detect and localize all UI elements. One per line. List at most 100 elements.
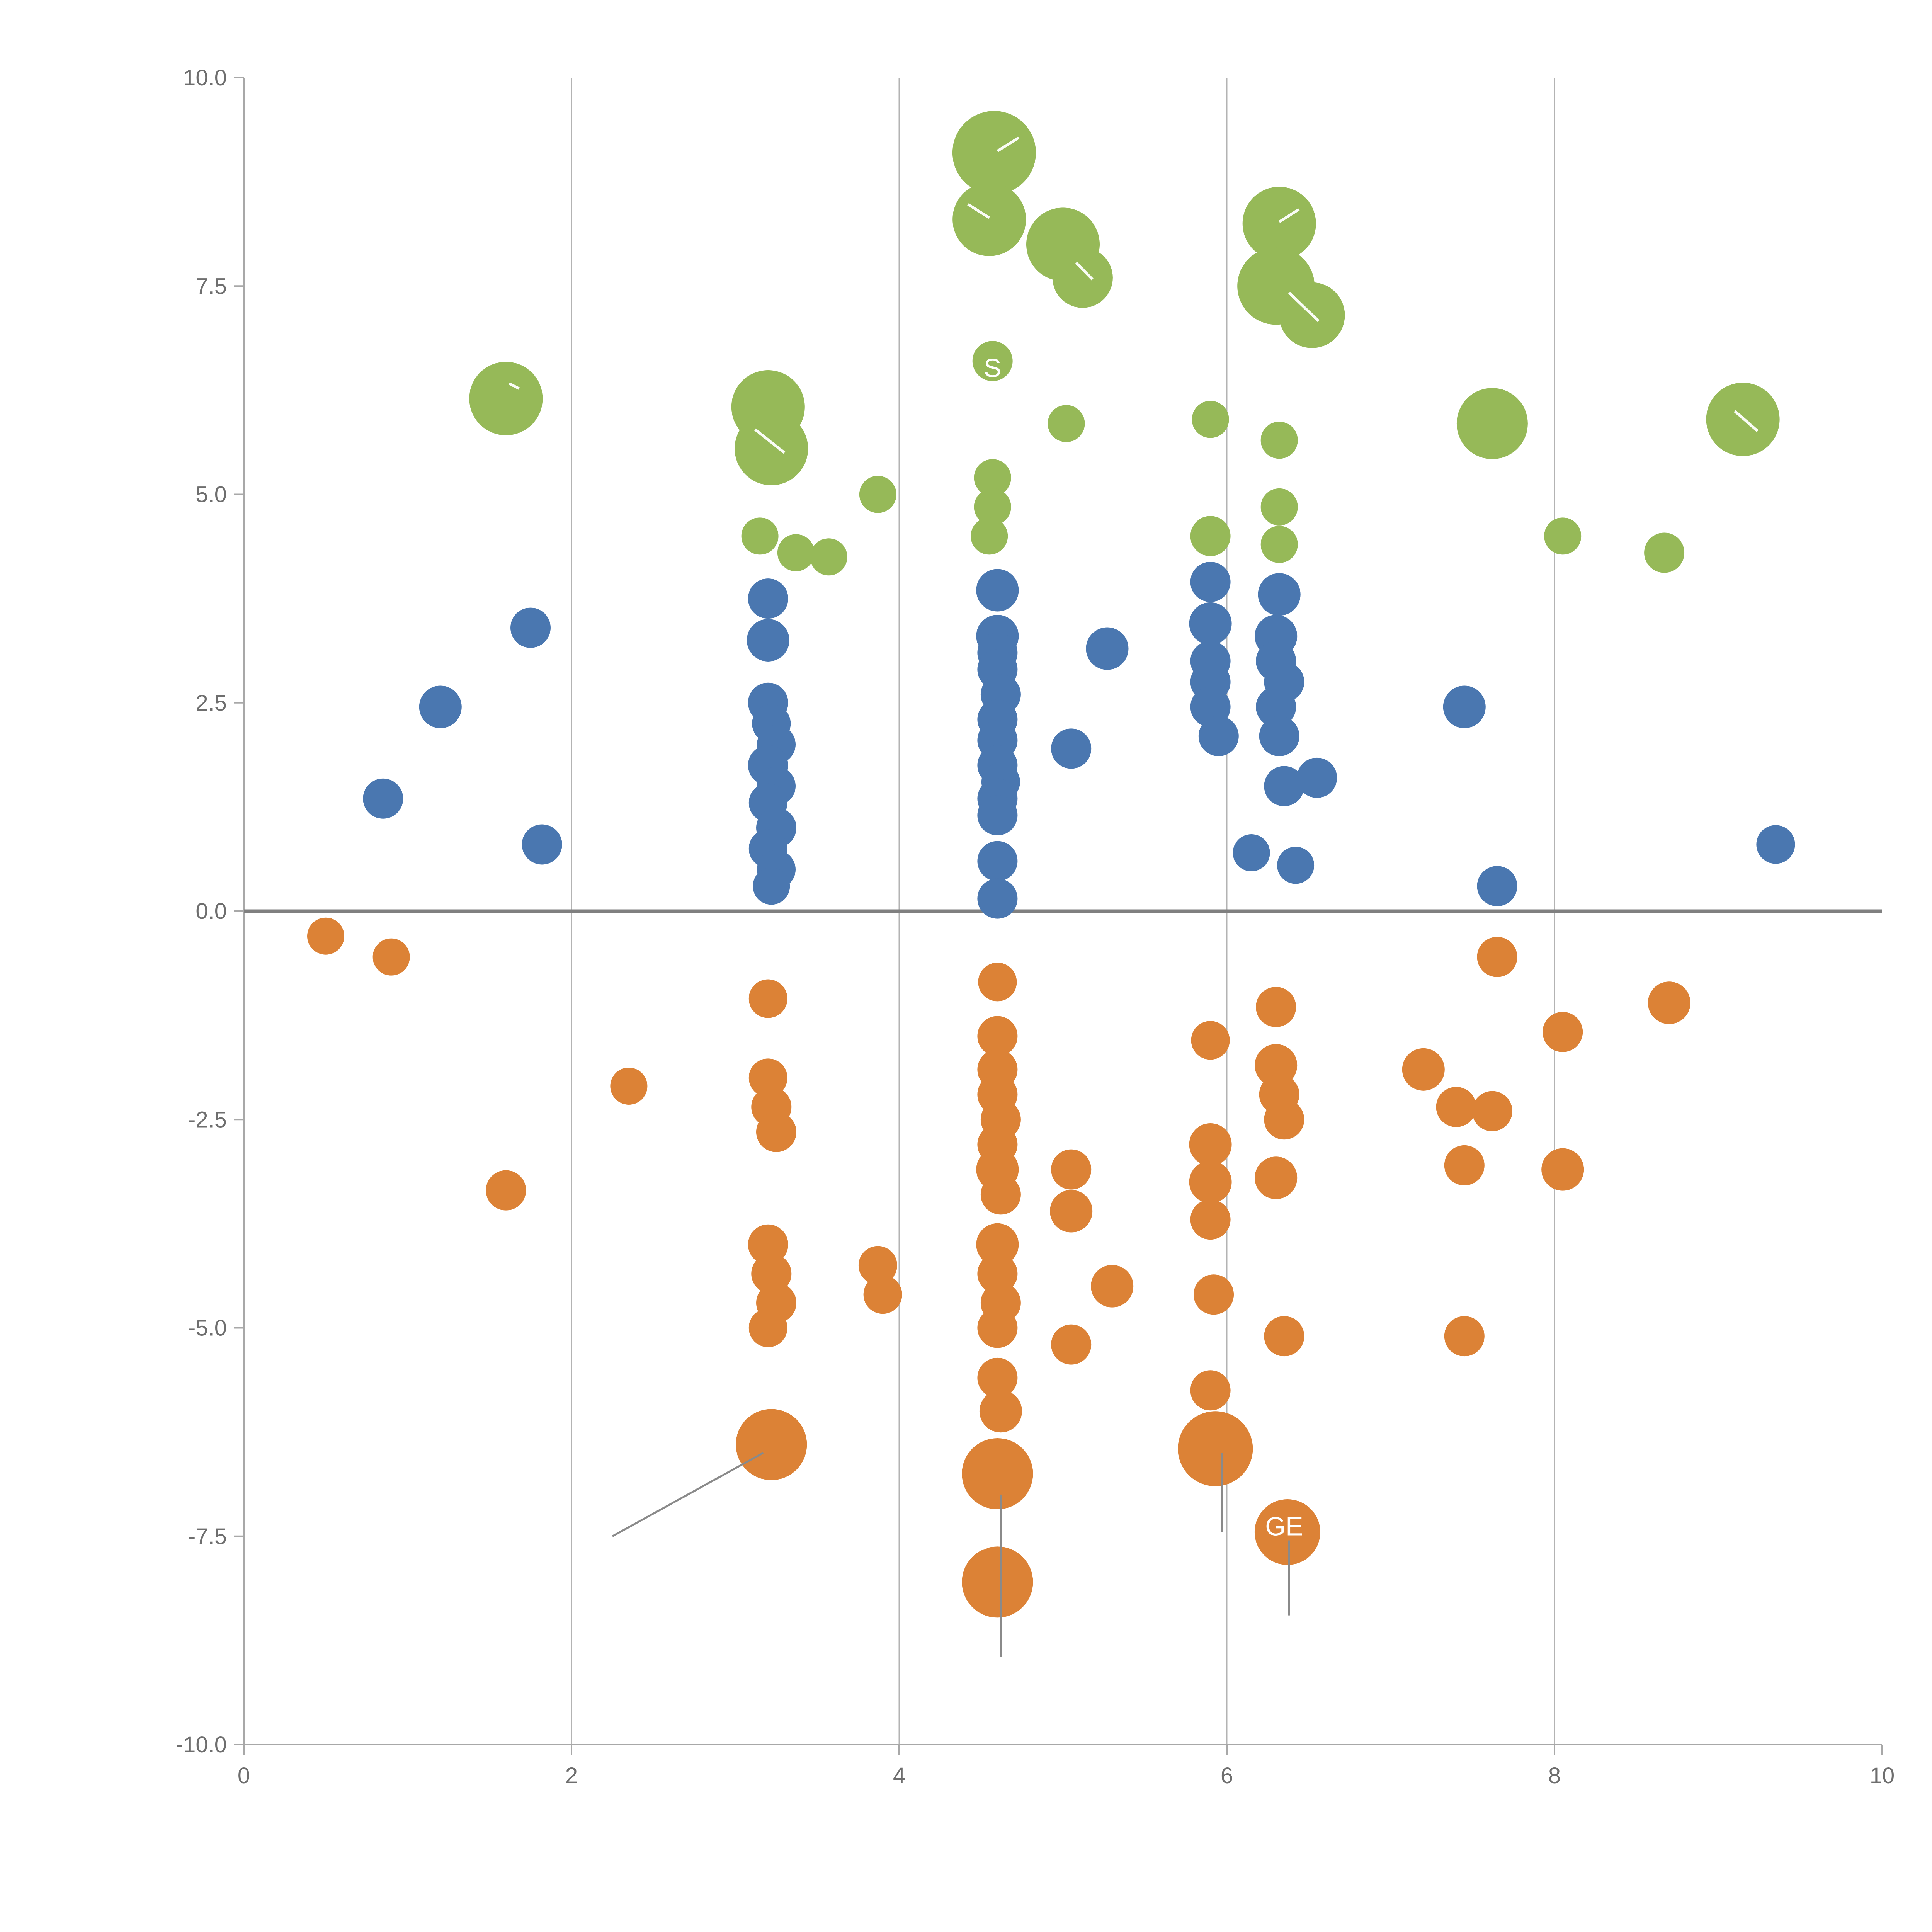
annotation-white-tick	[967, 203, 990, 219]
data-point-blue	[1086, 627, 1129, 670]
x-tick-label: 10	[1870, 1763, 1895, 1788]
data-point-orange	[1255, 1156, 1298, 1199]
data-point-orange	[748, 1224, 788, 1265]
data-point-blue	[747, 619, 789, 662]
data-point-green	[810, 538, 847, 576]
data-point-orange	[1051, 1149, 1092, 1190]
data-point-orange	[1254, 1499, 1320, 1565]
data-point-orange	[977, 1308, 1018, 1348]
data-point-green	[1456, 388, 1528, 459]
data-point-orange	[977, 1253, 1018, 1294]
y-tick-label: 10.0	[183, 65, 227, 90]
data-point-orange	[1190, 1370, 1231, 1411]
data-point-blue	[977, 795, 1018, 835]
data-point-blue	[1233, 834, 1270, 872]
data-point-blue	[510, 607, 551, 648]
data-point-orange	[1444, 1145, 1485, 1185]
x-tick-label: 6	[1221, 1763, 1233, 1788]
annotation-white-tick	[1734, 410, 1759, 432]
data-point-green	[741, 517, 779, 555]
data-point-blue	[1277, 847, 1315, 884]
annotation-white-tick	[1288, 291, 1320, 322]
bubble-label: C	[971, 1526, 990, 1555]
data-point-blue	[748, 578, 788, 619]
data-point-green	[974, 459, 1011, 497]
data-point-orange	[372, 938, 410, 976]
data-point-orange	[748, 1058, 787, 1097]
data-point-orange	[736, 1409, 807, 1480]
data-point-orange	[1472, 1091, 1512, 1131]
data-point-green	[1260, 422, 1298, 459]
annotation-white-tick	[1278, 208, 1300, 223]
data-point-green	[972, 341, 1013, 381]
data-point-orange	[1189, 1161, 1232, 1204]
data-point-orange	[977, 1016, 1018, 1056]
data-point-orange	[1191, 1021, 1230, 1060]
data-point-orange	[1256, 987, 1296, 1027]
data-point-green	[952, 111, 1036, 195]
data-point-blue	[1051, 728, 1092, 769]
y-tick-label: -2.5	[188, 1107, 227, 1132]
y-tick-label: 0.0	[196, 899, 227, 924]
data-point-orange	[1190, 1199, 1231, 1240]
data-point-blue	[1443, 685, 1486, 728]
x-tick-label: 8	[1548, 1763, 1561, 1788]
data-point-blue	[419, 685, 462, 728]
y-tick-label: -7.5	[188, 1524, 227, 1549]
data-point-green	[777, 534, 815, 571]
data-point-orange	[1189, 1123, 1232, 1166]
data-point-blue	[1258, 573, 1301, 616]
data-point-orange	[756, 1112, 796, 1152]
data-point-blue	[1190, 561, 1231, 602]
data-point-orange	[1541, 1148, 1584, 1191]
data-point-orange	[1648, 981, 1690, 1024]
data-point-orange	[858, 1246, 897, 1285]
data-point-orange	[1091, 1265, 1134, 1308]
bubble-label: GE	[1265, 1512, 1303, 1541]
data-point-green	[1048, 405, 1085, 442]
data-point-green	[1260, 488, 1298, 526]
data-point-orange	[307, 917, 344, 955]
data-point-orange	[978, 963, 1017, 1002]
data-point-orange	[1178, 1411, 1253, 1486]
data-point-blue	[1477, 866, 1517, 906]
data-point-green	[1190, 516, 1231, 556]
data-point-blue	[1264, 766, 1304, 806]
y-tick-label: 5.0	[196, 482, 227, 507]
annotation-white-tick	[1075, 262, 1094, 281]
annotation-white-tick	[997, 136, 1020, 152]
data-point-orange	[1194, 1274, 1234, 1315]
x-tick-label: 0	[238, 1763, 250, 1788]
bubble-label: S	[984, 353, 1001, 383]
data-point-blue	[1256, 687, 1296, 727]
data-point-blue	[363, 778, 403, 819]
data-point-orange	[977, 1357, 1018, 1398]
y-tick-label: 2.5	[196, 690, 227, 716]
x-tick-label: 4	[893, 1763, 905, 1788]
data-point-green	[735, 412, 808, 485]
data-point-orange	[1050, 1190, 1093, 1233]
data-point-blue	[1189, 602, 1232, 645]
data-point-blue	[753, 867, 790, 905]
data-point-orange	[748, 1308, 787, 1347]
x-tick-label: 2	[565, 1763, 578, 1788]
annotation-white-tick	[754, 428, 786, 454]
data-point-blue	[1297, 757, 1337, 798]
data-point-orange	[1402, 1048, 1445, 1091]
data-point-green	[971, 517, 1008, 555]
data-point-orange	[1264, 1099, 1304, 1140]
data-point-orange	[863, 1275, 902, 1314]
data-point-green	[1052, 247, 1113, 308]
data-point-blue	[1259, 716, 1299, 757]
data-point-green	[952, 182, 1026, 256]
data-point-orange	[610, 1067, 648, 1105]
data-point-green	[974, 488, 1011, 526]
data-point-orange	[980, 1174, 1021, 1215]
data-point-green	[469, 362, 543, 435]
data-point-orange	[748, 979, 787, 1018]
data-point-orange	[1477, 937, 1517, 977]
data-point-orange	[1543, 1012, 1583, 1052]
data-point-blue	[522, 824, 562, 865]
